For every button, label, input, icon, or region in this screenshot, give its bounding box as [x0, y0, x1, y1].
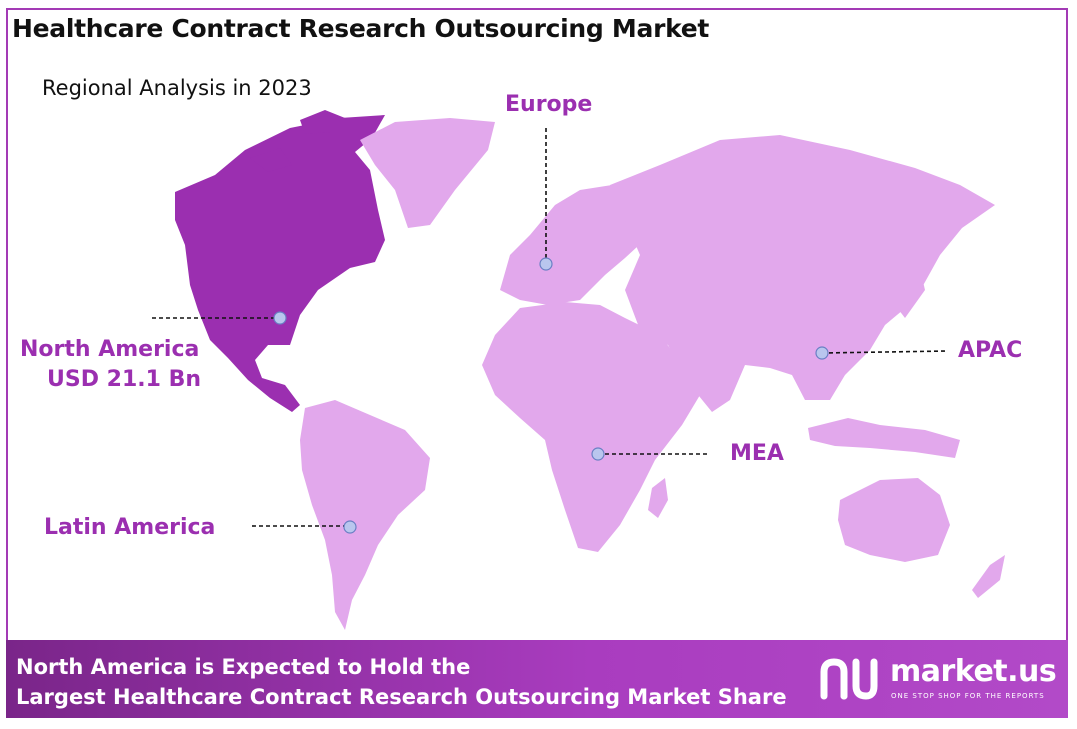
footer-line-2: Largest Healthcare Contract Research Out… — [16, 685, 787, 709]
region-japan — [895, 260, 925, 318]
north-america-value: USD 21.1 Bn — [47, 367, 201, 392]
region-latin-america — [300, 400, 430, 630]
apac-leader-line — [821, 350, 949, 354]
region-new-zealand — [972, 555, 1005, 598]
brand-tagline: ONE STOP SHOP FOR THE REPORTS — [891, 692, 1045, 700]
region-north-america — [175, 110, 385, 412]
page-subtitle: Regional Analysis in 2023 — [42, 76, 312, 100]
north-america-marker — [273, 311, 287, 325]
region-madagascar — [648, 478, 668, 518]
world-map — [152, 110, 1005, 630]
region-apac — [610, 135, 995, 412]
north-america-label: North America — [20, 337, 200, 362]
region-mea — [482, 302, 700, 552]
europe-marker — [539, 257, 553, 271]
brand-logo: market.us ONE STOP SHOP FOR THE REPORTS — [818, 654, 1058, 704]
footer-text: North America is Expected to Hold the La… — [16, 652, 787, 712]
latin-america-marker — [343, 520, 357, 534]
mea-label: MEA — [730, 441, 784, 466]
europe-label: Europe — [505, 92, 593, 117]
region-europe — [500, 185, 650, 305]
mea-marker — [591, 447, 605, 461]
region-greenland — [360, 118, 495, 228]
region-sea-islands — [808, 418, 960, 458]
apac-marker — [815, 346, 829, 360]
footer-banner: North America is Expected to Hold the La… — [6, 640, 1068, 718]
apac-label: APAC — [958, 338, 1023, 363]
latin-america-label: Latin America — [44, 515, 216, 540]
brand-name: market.us — [890, 654, 1057, 689]
page-title: Healthcare Contract Research Outsourcing… — [12, 14, 710, 43]
market-us-logo-icon — [820, 658, 878, 700]
footer-line-1: North America is Expected to Hold the — [16, 655, 471, 679]
region-australia — [838, 478, 950, 562]
